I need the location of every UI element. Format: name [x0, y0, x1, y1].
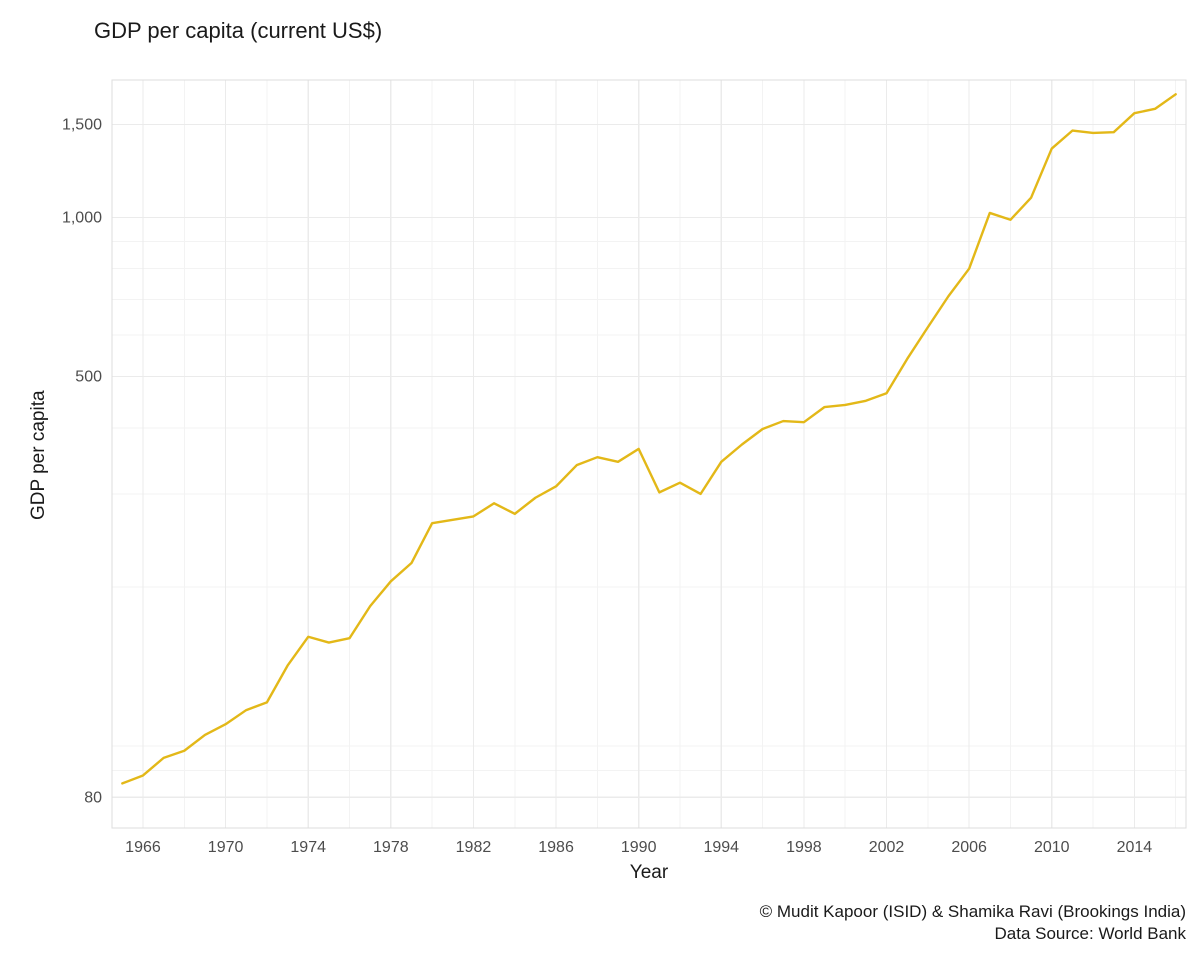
- svg-text:1974: 1974: [290, 839, 326, 856]
- chart-svg: 1966 1970 1974 1978 1982 1986 1990 1994 1998 2002…: [0, 0, 1200, 959]
- y-tick-labels: 80 500 1,000 1,500: [62, 116, 102, 806]
- svg-text:1982: 1982: [456, 839, 492, 856]
- svg-text:2010: 2010: [1034, 839, 1070, 856]
- y-axis-label: GDP per capita: [28, 390, 50, 520]
- svg-text:1,000: 1,000: [62, 209, 102, 226]
- svg-text:500: 500: [75, 369, 102, 386]
- svg-text:1970: 1970: [208, 839, 244, 856]
- svg-text:1,500: 1,500: [62, 116, 102, 133]
- svg-text:1966: 1966: [125, 839, 161, 856]
- svg-text:2006: 2006: [951, 839, 987, 856]
- svg-text:1978: 1978: [373, 839, 409, 856]
- svg-text:80: 80: [84, 789, 102, 806]
- chart-container: GDP per capita (current US$) 1966 1970 197…: [0, 0, 1200, 959]
- svg-text:1998: 1998: [786, 839, 822, 856]
- svg-text:2014: 2014: [1117, 839, 1153, 856]
- credit-line-2: Data Source: World Bank: [995, 924, 1187, 944]
- svg-text:1990: 1990: [621, 839, 657, 856]
- x-tick-labels: 1966 1970 1974 1978 1982 1986 1990 1994 1998 2002…: [125, 839, 1152, 856]
- chart-title: GDP per capita (current US$): [94, 18, 382, 44]
- x-axis-label: Year: [0, 862, 1200, 884]
- credit-line-1: © Mudit Kapoor (ISID) & Shamika Ravi (Br…: [760, 902, 1186, 922]
- svg-text:1994: 1994: [703, 839, 739, 856]
- svg-text:2002: 2002: [869, 839, 905, 856]
- svg-text:1986: 1986: [538, 839, 574, 856]
